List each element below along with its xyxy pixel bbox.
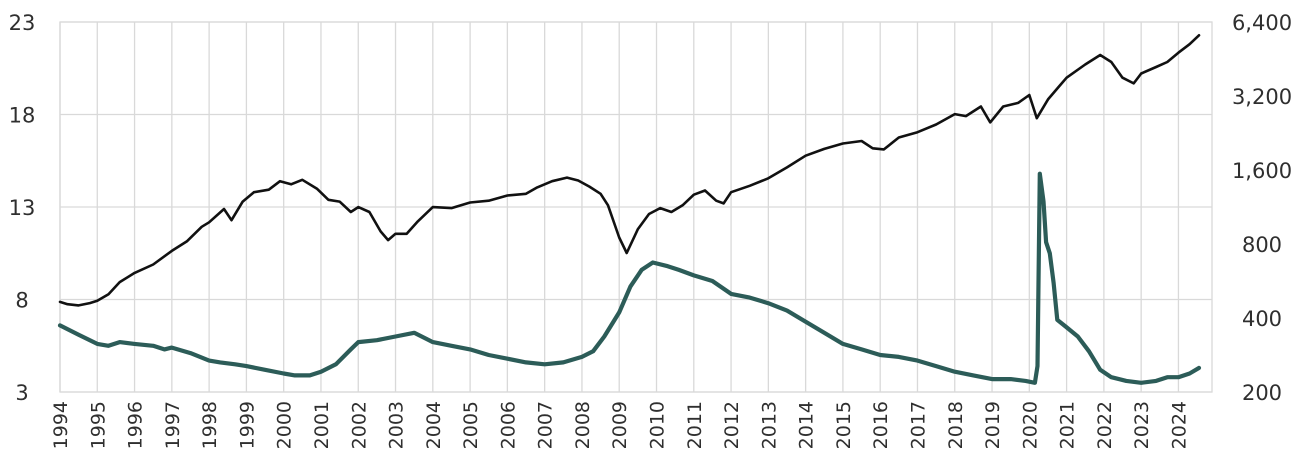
x-tick-label: 1998 — [199, 401, 221, 449]
x-tick-label: 1994 — [50, 401, 72, 449]
x-tick-label: 1999 — [236, 401, 258, 449]
x-tick-label: 2005 — [460, 401, 482, 449]
x-tick-label: 2013 — [758, 401, 780, 449]
grid — [59, 21, 1213, 393]
x-tick-label: 2017 — [907, 401, 929, 449]
x-tick-label: 2007 — [535, 401, 557, 449]
left-tick-label: 3 — [15, 381, 28, 405]
x-tick-label: 2014 — [796, 401, 818, 449]
left-tick-label: 23 — [9, 11, 36, 35]
x-tick-label: 2001 — [311, 401, 333, 449]
x-tick-label: 2023 — [1131, 401, 1153, 449]
right-tick-label: 1,600 — [1232, 159, 1292, 183]
x-tick-label: 2022 — [1094, 401, 1116, 449]
left-tick-label: 8 — [15, 289, 28, 313]
x-tick-label: 2002 — [348, 401, 370, 449]
x-tick-label: 2021 — [1057, 401, 1079, 449]
x-tick-label: 2008 — [572, 401, 594, 449]
series-layer — [57, 34, 1202, 385]
left-tick-label: 13 — [9, 196, 36, 220]
series-line-right-axis — [58, 34, 1201, 307]
right-tick-label: 200 — [1242, 381, 1282, 405]
x-tick-label: 2004 — [423, 401, 445, 449]
x-tick-label: 2018 — [945, 401, 967, 449]
x-tick-label: 2019 — [982, 401, 1004, 449]
x-tick-label: 2020 — [1019, 401, 1041, 449]
x-axis: 1994 1995 1996 1997 1998 1999 2000 2001 2002 2003… — [50, 401, 1190, 449]
right-tick-label: 400 — [1242, 307, 1282, 331]
right-axis: 200 400 800 1,600 3,200 6,400 — [1232, 11, 1292, 405]
right-tick-label: 800 — [1242, 233, 1282, 257]
x-tick-label: 2024 — [1168, 401, 1190, 449]
x-tick-label: 1996 — [125, 401, 147, 449]
x-tick-label: 2006 — [497, 401, 519, 449]
x-tick-label: 2003 — [386, 401, 408, 449]
x-tick-label: 2011 — [684, 401, 706, 449]
right-tick-label: 6,400 — [1232, 11, 1292, 35]
left-axis: 3 8 13 18 23 — [9, 11, 36, 405]
x-tick-label: 2009 — [609, 401, 631, 449]
x-tick-label: 1997 — [162, 401, 184, 449]
left-tick-label: 18 — [9, 104, 36, 128]
series-line-left-axis — [57, 171, 1202, 385]
x-tick-label: 1995 — [87, 401, 109, 449]
x-tick-label: 2012 — [721, 401, 743, 449]
x-tick-label: 2010 — [647, 401, 669, 449]
x-tick-label: 2015 — [833, 401, 855, 449]
x-tick-label: 2016 — [870, 401, 892, 449]
x-tick-label: 2000 — [274, 401, 296, 449]
right-tick-label: 3,200 — [1232, 85, 1292, 109]
